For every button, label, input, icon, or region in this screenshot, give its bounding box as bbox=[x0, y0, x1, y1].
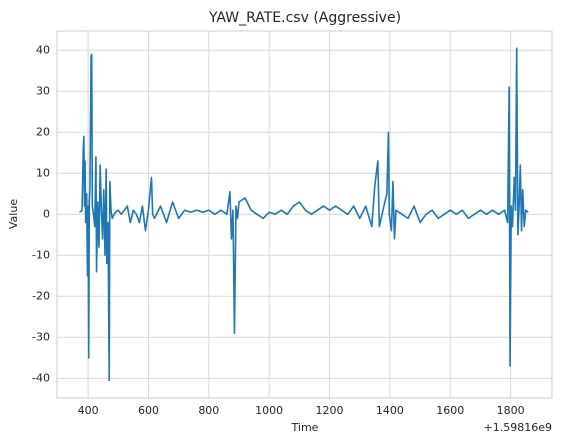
y-tick-label: 20 bbox=[36, 125, 50, 138]
y-tick-label: -10 bbox=[32, 248, 50, 261]
y-tick-label: -40 bbox=[32, 371, 50, 384]
y-tick-label: -20 bbox=[32, 289, 50, 302]
y-tick-label: 40 bbox=[36, 43, 50, 56]
y-tick-label: -30 bbox=[32, 330, 50, 343]
x-tick-label: 400 bbox=[78, 404, 99, 417]
x-tick-label: 1400 bbox=[376, 404, 404, 417]
y-tick-label: 10 bbox=[36, 166, 50, 179]
y-tick-label: 30 bbox=[36, 84, 50, 97]
chart-title: YAW_RATE.csv (Aggressive) bbox=[208, 10, 401, 26]
x-tick-label: 1600 bbox=[436, 404, 464, 417]
plot-frame bbox=[56, 30, 553, 399]
x-tick-label: 1000 bbox=[255, 404, 283, 417]
y-axis-label: Value bbox=[7, 199, 20, 229]
line-series bbox=[79, 47, 529, 382]
y-tick-label: 0 bbox=[43, 207, 50, 220]
x-tick-label: 800 bbox=[198, 404, 219, 417]
x-tick-label: 1800 bbox=[497, 404, 525, 417]
x-tick-label: 600 bbox=[138, 404, 159, 417]
x-axis-label: Time bbox=[291, 421, 319, 434]
x-offset-label: +1.59816e9 bbox=[484, 421, 552, 434]
x-tick-label: 1200 bbox=[316, 404, 344, 417]
